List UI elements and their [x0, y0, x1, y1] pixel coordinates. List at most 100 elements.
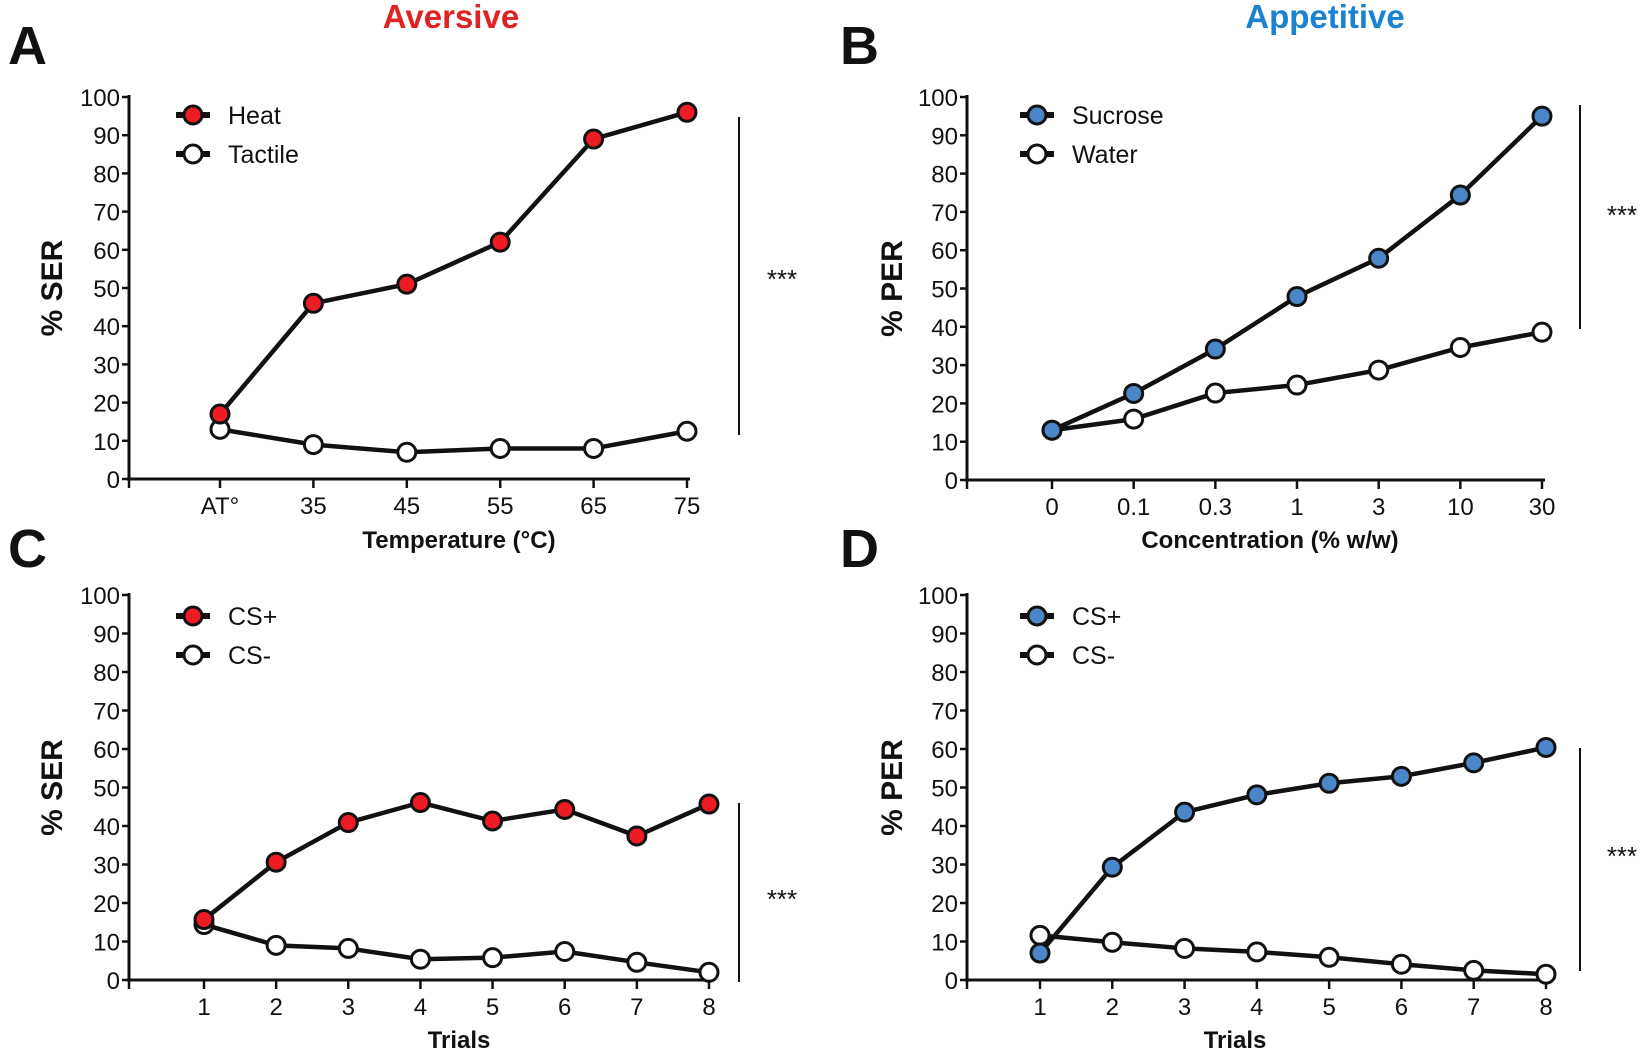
- y-tick-label: 50: [93, 276, 120, 303]
- data-point-Water: [1449, 336, 1471, 358]
- y-axis-label: % PER: [876, 739, 909, 836]
- y-tick-label: 20: [931, 891, 958, 918]
- title-appetitive: Appetitive: [1245, 0, 1405, 35]
- legend-label: CS+: [1072, 603, 1121, 631]
- legend-marker: [182, 644, 204, 666]
- legend-label: CS-: [228, 642, 271, 670]
- data-point-CS-: [1174, 937, 1196, 959]
- data-point-Tactile: [676, 420, 698, 442]
- x-tick-label: 3: [1372, 494, 1385, 521]
- data-point-CS-: [626, 951, 648, 973]
- data-point-CS+: [1029, 942, 1051, 964]
- x-tick-label: 3: [342, 994, 355, 1021]
- data-point-CS-: [1318, 946, 1340, 968]
- data-point-CS-: [1390, 953, 1412, 975]
- y-axis-label: % PER: [876, 240, 909, 337]
- data-point-Heat: [302, 292, 324, 314]
- data-point-Water: [1531, 321, 1553, 343]
- y-tick-label: 0: [107, 968, 120, 995]
- y-tick-label: 60: [93, 238, 120, 265]
- x-tick-label: 55: [487, 493, 514, 520]
- y-tick-label: 30: [93, 853, 120, 880]
- x-tick-label: 45: [393, 493, 420, 520]
- data-point-Tactile: [302, 434, 324, 456]
- y-tick-label: 40: [931, 814, 958, 841]
- panel-A: A 0 10 20 30 40 50 60 70 80 90 100 AT° 35 45 55 65 75 Temp…: [8, 16, 797, 554]
- x-tick-label: 3: [1178, 994, 1191, 1021]
- x-tick-label: 5: [486, 994, 499, 1021]
- series-line-CS+: [1038, 745, 1547, 955]
- data-point-Water: [1368, 359, 1390, 381]
- y-tick-label: 10: [931, 430, 958, 457]
- panel-letter: B: [840, 16, 879, 76]
- y-tick-label: 20: [931, 391, 958, 418]
- data-point-Sucrose: [1204, 338, 1226, 360]
- data-point-CS+: [1174, 801, 1196, 823]
- x-tick-label: 0.3: [1199, 494, 1232, 521]
- data-point-Tactile: [583, 437, 605, 459]
- x-tick-label: 2: [269, 994, 282, 1021]
- x-tick-label: 7: [1467, 994, 1480, 1021]
- x-tick-label: 1: [197, 994, 210, 1021]
- x-tick-label: 35: [300, 493, 327, 520]
- y-tick-label: 40: [931, 315, 958, 342]
- y-axis-label: % SER: [36, 239, 69, 336]
- legend-marker: [1026, 143, 1048, 165]
- data-point-Tactile: [489, 437, 511, 459]
- y-tick-label: 50: [931, 277, 958, 304]
- y-tick-label: 20: [93, 391, 120, 418]
- data-point-CS+: [265, 851, 287, 873]
- data-point-Tactile: [396, 441, 418, 463]
- data-point-CS-: [482, 947, 504, 969]
- panel-letter: A: [8, 16, 47, 76]
- x-tick-label: 65: [580, 493, 607, 520]
- series-line-CS-: [203, 922, 710, 975]
- data-point-Sucrose: [1286, 286, 1308, 308]
- y-tick-label: 100: [80, 583, 120, 610]
- y-tick-label: 90: [93, 123, 120, 150]
- y-tick-label: 50: [93, 776, 120, 803]
- series-line-Tactile: [219, 427, 688, 455]
- x-tick-label: 2: [1106, 994, 1119, 1021]
- y-tick-label: 80: [931, 660, 958, 687]
- significance-label: ***: [767, 264, 797, 294]
- data-point-Sucrose: [1531, 105, 1553, 127]
- y-tick-label: 70: [931, 699, 958, 726]
- data-point-Water: [1286, 374, 1308, 396]
- y-tick-label: 70: [93, 699, 120, 726]
- y-tick-label: 20: [93, 891, 120, 918]
- x-tick-label: 7: [630, 994, 643, 1021]
- legend-label: Sucrose: [1072, 102, 1164, 130]
- y-tick-label: 30: [931, 853, 958, 880]
- x-tick-label: 6: [1395, 994, 1408, 1021]
- y-tick-label: 0: [945, 968, 958, 995]
- data-point-CS+: [193, 909, 215, 931]
- x-tick-label: 1: [1033, 994, 1046, 1021]
- y-tick-label: 90: [93, 622, 120, 649]
- y-tick-label: 90: [931, 123, 958, 150]
- x-tick-label: 30: [1529, 494, 1556, 521]
- y-tick-label: 40: [93, 314, 120, 341]
- y-tick-label: 40: [93, 814, 120, 841]
- data-point-CS-: [1535, 963, 1557, 985]
- data-point-CS-: [337, 937, 359, 959]
- x-tick-label: 6: [558, 994, 571, 1021]
- x-tick-label: 5: [1322, 994, 1335, 1021]
- legend-marker: [1026, 104, 1048, 126]
- legend-label: CS+: [228, 603, 277, 631]
- y-axis-label: % SER: [36, 739, 69, 836]
- y-tick-label: 10: [93, 930, 120, 957]
- significance-label: ***: [767, 884, 797, 914]
- legend-marker: [182, 143, 204, 165]
- data-point-CS+: [409, 792, 431, 814]
- panel-B: B 0 10 20 30 40 50 60 70 80 90 100 0 0.1 0.3 1 3 10 30 Conc…: [840, 16, 1637, 554]
- data-point-CS+: [698, 793, 720, 815]
- y-tick-label: 50: [931, 776, 958, 803]
- data-point-Water: [1204, 382, 1226, 404]
- x-axis-label: Trials: [428, 1027, 491, 1051]
- title-aversive: Aversive: [383, 0, 519, 35]
- data-point-CS-: [1463, 959, 1485, 981]
- legend-marker: [1026, 605, 1048, 627]
- y-tick-label: 30: [93, 352, 120, 379]
- x-tick-label: 8: [1539, 994, 1552, 1021]
